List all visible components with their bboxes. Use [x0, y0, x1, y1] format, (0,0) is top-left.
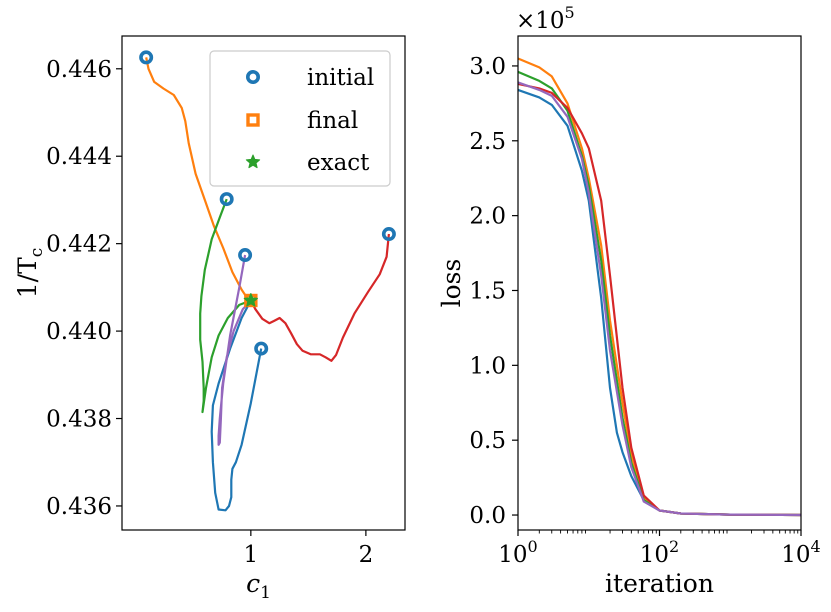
x-tick-label: 104 [781, 537, 820, 568]
loss-line-4 [517, 82, 802, 517]
x-tick-exponent: 0 [528, 537, 538, 556]
legend-label-final: final [307, 108, 358, 134]
y-tick-label: 0.438 [46, 407, 112, 433]
y-axis-label-main: 1/T [13, 257, 42, 298]
legend-label-initial: initial [307, 65, 374, 91]
legend-label-exact: exact [307, 150, 370, 176]
trajectory-line-5 [217, 254, 252, 446]
trajectory-line-3 [199, 198, 252, 414]
trajectory-line-1 [210, 299, 263, 512]
legend-box [209, 50, 391, 187]
x-tick-base: 10 [498, 542, 527, 568]
y-multiplier-base: ×10 [516, 8, 565, 34]
loss-line-5 [517, 81, 802, 517]
y-tick-label: 0.436 [46, 494, 112, 520]
exact-marker [243, 292, 258, 307]
y-axis-label: 1/Tc [13, 248, 47, 299]
x-tick-label: 2 [359, 542, 374, 568]
x-tick-label: 100 [498, 537, 537, 568]
y-multiplier-exponent: 5 [565, 3, 575, 22]
x-tick-base: 10 [781, 542, 810, 568]
x-axis-label-main: c [246, 569, 260, 598]
y-tick-label: 2.0 [469, 204, 506, 230]
initial-marker-4 [381, 227, 396, 242]
loss-line-1 [517, 88, 802, 517]
right-axes-frame [517, 35, 802, 531]
x-tick-label: 1 [244, 542, 259, 568]
y-tick-label: 0.444 [46, 144, 112, 170]
y-axis-label-sub: c [27, 248, 47, 258]
y-tick-label: 3.0 [469, 54, 506, 80]
x-tick-exponent: 4 [811, 537, 821, 556]
legend-initial-marker [246, 70, 261, 85]
x-tick-base: 10 [640, 542, 669, 568]
y-tick-label: 0.446 [46, 57, 112, 83]
trajectory-line-2 [145, 57, 252, 302]
y-tick-label: 0.5 [469, 428, 506, 454]
y-multiplier-label: ×105 [516, 3, 575, 34]
y-tick-label: 0.0 [469, 503, 506, 529]
y-tick-label: 0.440 [46, 319, 112, 345]
y-axis-label: loss [437, 259, 466, 308]
x-tick-label: 102 [640, 537, 679, 568]
x-tick-exponent: 2 [669, 537, 679, 556]
y-tick-label: 2.5 [469, 129, 506, 155]
legend-exact-marker [245, 154, 261, 169]
loss-line-2 [517, 57, 802, 517]
initial-marker-3 [219, 192, 234, 207]
initial-marker-5 [238, 248, 253, 263]
x-axis-label: iteration [605, 569, 714, 598]
initial-marker-1 [254, 341, 269, 356]
left-axes-frame [121, 35, 406, 531]
loss-line-3 [517, 70, 802, 517]
legend-final-marker [246, 113, 260, 127]
legend: initial final exact [209, 50, 391, 187]
y-tick-label: 1.5 [469, 278, 506, 304]
y-tick-label: 1.0 [469, 353, 506, 379]
initial-marker-2 [139, 50, 154, 65]
y-tick-label: 0.442 [46, 232, 112, 258]
trajectory-line-4 [249, 233, 390, 362]
x-axis-label-sub: 1 [260, 583, 271, 603]
x-axis-label: c1 [246, 569, 271, 603]
